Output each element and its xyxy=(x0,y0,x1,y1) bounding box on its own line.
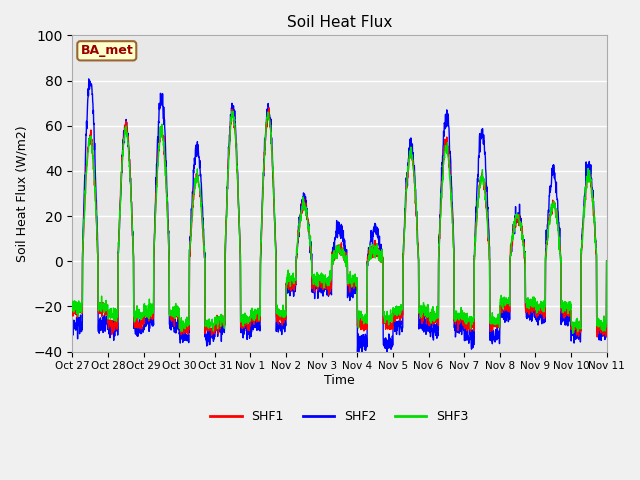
SHF3 xyxy=(603,258,611,264)
SHF2 xyxy=(85,76,93,82)
SHF3 xyxy=(229,108,237,114)
Line: SHF2: SHF2 xyxy=(72,79,607,357)
Text: BA_met: BA_met xyxy=(81,44,133,57)
SHF3 xyxy=(569,330,577,336)
Legend: SHF1, SHF2, SHF3: SHF1, SHF2, SHF3 xyxy=(205,405,474,428)
SHF2 xyxy=(367,238,374,244)
SHF2 xyxy=(68,318,76,324)
SHF1 xyxy=(218,321,225,326)
SHF3 xyxy=(367,249,374,255)
SHF2 xyxy=(383,354,391,360)
SHF3 xyxy=(355,308,363,314)
Line: SHF1: SHF1 xyxy=(72,108,607,337)
X-axis label: Time: Time xyxy=(324,374,355,387)
Y-axis label: Soil Heat Flux (W/m2): Soil Heat Flux (W/m2) xyxy=(15,125,28,262)
SHF2 xyxy=(218,325,225,331)
SHF3 xyxy=(68,308,76,313)
SHF1 xyxy=(603,258,611,264)
Title: Soil Heat Flux: Soil Heat Flux xyxy=(287,15,392,30)
SHF2 xyxy=(495,333,503,338)
SHF2 xyxy=(355,347,363,353)
SHF1 xyxy=(68,303,76,309)
SHF1 xyxy=(495,324,502,330)
SHF3 xyxy=(571,323,579,329)
Line: SHF3: SHF3 xyxy=(72,111,607,333)
SHF2 xyxy=(556,226,564,232)
SHF1 xyxy=(355,317,363,323)
SHF3 xyxy=(495,315,502,321)
SHF1 xyxy=(571,325,579,331)
SHF1 xyxy=(593,334,601,340)
SHF3 xyxy=(218,318,225,324)
SHF2 xyxy=(571,327,579,333)
SHF3 xyxy=(556,242,563,248)
SHF1 xyxy=(367,251,374,256)
SHF1 xyxy=(265,105,273,111)
SHF1 xyxy=(556,246,563,252)
SHF2 xyxy=(603,258,611,264)
